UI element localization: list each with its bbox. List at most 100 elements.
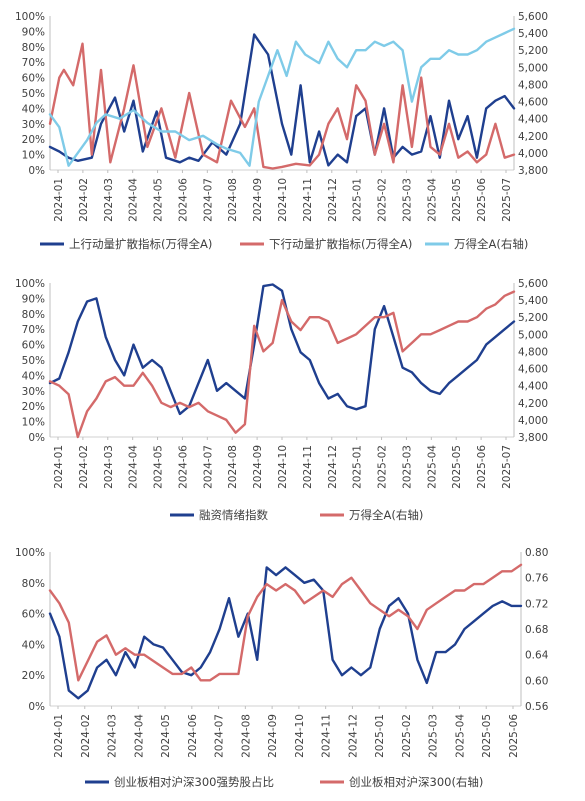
x-tick-label: 2024-12 — [327, 178, 339, 222]
x-tick-label: 2024-01 — [53, 445, 65, 489]
x-tick-label: 2025-01 — [352, 445, 364, 489]
x-tick-label: 2024-09 — [252, 178, 264, 222]
y-right-tick-label: 5,600 — [518, 11, 548, 23]
y-right-tick-label: 5,200 — [518, 45, 548, 57]
x-tick-label: 2024-07 — [214, 714, 226, 758]
x-tick-label: 2024-10 — [277, 445, 289, 489]
y-left-tick-label: 70% — [22, 324, 45, 336]
y-left-tick-label: 20% — [22, 401, 45, 413]
y-left-tick-label: 20% — [22, 134, 45, 146]
y-left-tick-label: 100% — [15, 547, 45, 559]
y-left-tick-label: 80% — [22, 42, 45, 54]
y-left-tick-label: 0% — [28, 701, 45, 713]
y-left-tick-label: 90% — [22, 293, 45, 305]
x-tick-label: 2024-09 — [267, 714, 279, 758]
y-right-tick-label: 5,400 — [518, 28, 548, 40]
x-tick-label: 2025-05 — [451, 445, 463, 489]
x-tick-label: 2024-06 — [177, 445, 189, 489]
y-right-tick-label: 0.76 — [525, 573, 549, 585]
x-tick-label: 2024-06 — [177, 178, 189, 222]
x-tick-label: 2025-02 — [377, 178, 389, 222]
series-line-2 — [48, 563, 523, 682]
x-tick-label: 2024-02 — [78, 445, 90, 489]
x-tick-label: 2024-05 — [153, 445, 165, 489]
y-left-tick-label: 10% — [22, 417, 45, 429]
series-line-2 — [48, 42, 516, 170]
y-right-tick-label: 4,800 — [518, 79, 548, 91]
y-right-tick-label: 5,200 — [518, 312, 548, 324]
x-tick-label: 2024-11 — [302, 178, 314, 222]
y-left-tick-label: 60% — [22, 340, 45, 352]
y-right-tick-label: 5,400 — [518, 295, 548, 307]
x-tick-label: 2024-08 — [240, 714, 252, 758]
y-left-tick-label: 70% — [22, 57, 45, 69]
y-right-tick-label: 4,400 — [518, 114, 548, 126]
y-right-tick-label: 0.56 — [525, 701, 549, 713]
legend-label: 万得全A(右轴) — [349, 508, 423, 522]
y-right-tick-label: 0.64 — [525, 650, 549, 662]
x-tick-label: 2024-11 — [302, 445, 314, 489]
x-tick-label: 2025-05 — [451, 178, 463, 222]
y-left-tick-label: 80% — [22, 578, 45, 590]
x-tick-label: 2024-12 — [347, 714, 359, 758]
x-tick-label: 2024-04 — [133, 714, 145, 758]
y-right-tick-label: 0.80 — [525, 547, 548, 559]
series-line-2 — [48, 290, 516, 439]
x-tick-label: 2025-04 — [426, 178, 438, 222]
x-tick-label: 2025-07 — [501, 445, 513, 489]
chart-panel-2: 0% 10% 20% 30% 40% 50% 60% 70% 80% 90% 100% 3,800 4,… — [15, 278, 548, 522]
x-tick-label: 2024-01 — [53, 178, 65, 222]
x-tick-label: 2024-03 — [103, 178, 115, 222]
x-tick-label: 2025-03 — [401, 178, 413, 222]
y-left-tick-label: 100% — [15, 11, 45, 23]
x-tick-label: 2024-08 — [227, 445, 239, 489]
legend-label: 融资情绪指数 — [199, 508, 268, 522]
series-line-1 — [48, 33, 516, 167]
x-tick-label: 2024-08 — [227, 178, 239, 222]
y-right-tick-label: 4,200 — [518, 131, 548, 143]
y-left-tick-label: 40% — [22, 370, 45, 382]
x-tick-label: 2024-03 — [103, 445, 115, 489]
x-tick-label: 2024-11 — [321, 714, 333, 758]
y-right-tick-label: 5,000 — [518, 329, 548, 341]
y-left-tick-label: 10% — [22, 150, 45, 162]
y-left-tick-label: 50% — [22, 355, 45, 367]
y-left-tick-label: 0% — [28, 432, 45, 444]
y-left-tick-label: 90% — [22, 26, 45, 38]
y-right-tick-label: 4,200 — [518, 398, 548, 410]
y-left-tick-label: 20% — [22, 670, 45, 682]
series-line-1 — [48, 283, 516, 416]
chart-panel-3: 0% 20% 40% 60% 80% 100% 0.56 0.60 0.64 0.68 0.72 0.… — [15, 547, 549, 789]
y-left-tick-label: 0% — [28, 165, 45, 177]
y-right-tick-label: 4,000 — [518, 415, 548, 427]
x-tick-label: 2024-05 — [153, 178, 165, 222]
y-right-tick-label: 5,000 — [518, 62, 548, 74]
y-right-tick-label: 4,800 — [518, 346, 548, 358]
y-right-tick-label: 3,800 — [518, 165, 548, 177]
x-tick-label: 2025-02 — [401, 714, 413, 758]
y-right-tick-label: 4,400 — [518, 381, 548, 393]
x-tick-label: 2025-06 — [476, 178, 488, 222]
x-tick-label: 2025-05 — [481, 714, 493, 758]
series-line-3 — [48, 27, 516, 167]
x-tick-label: 2025-07 — [501, 178, 513, 222]
y-left-tick-label: 40% — [22, 639, 45, 651]
y-left-tick-label: 40% — [22, 103, 45, 115]
x-tick-label: 2024-07 — [202, 178, 214, 222]
x-tick-label: 2024-02 — [80, 714, 92, 758]
x-tick-label: 2024-09 — [252, 445, 264, 489]
x-tick-label: 2025-02 — [377, 445, 389, 489]
x-tick-label: 2024-12 — [327, 445, 339, 489]
x-tick-label: 2024-05 — [160, 714, 172, 758]
x-tick-label: 2025-01 — [374, 714, 386, 758]
x-tick-label: 2025-04 — [454, 714, 466, 758]
y-left-tick-label: 50% — [22, 88, 45, 100]
chart-panel-1: 0% 10% 20% 30% 40% 50% 60% 70% 80% 90% 100% 3,800 4,… — [15, 11, 548, 251]
y-left-tick-label: 30% — [22, 386, 45, 398]
y-left-tick-label: 80% — [22, 309, 45, 321]
legend-label: 创业板相对沪深300强势股占比 — [114, 775, 274, 789]
x-tick-label: 2024-04 — [128, 445, 140, 489]
legend-label: 创业板相对沪深300(右轴) — [349, 775, 483, 789]
